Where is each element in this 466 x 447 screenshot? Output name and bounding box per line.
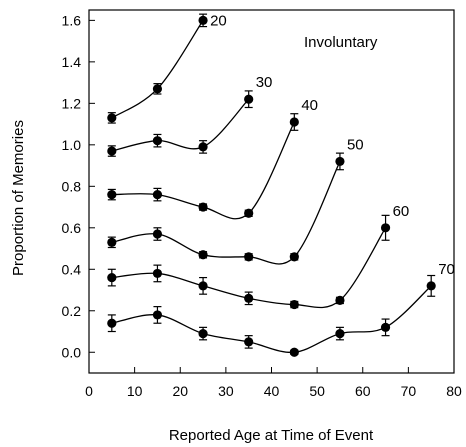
x-axis-ticks: 0 10 20 30 40 50 60 70 80 [85, 367, 462, 399]
x-tick-label: 20 [172, 383, 188, 399]
x-tick-label: 80 [446, 383, 462, 399]
series-label-30: 30 [256, 74, 273, 91]
data-point [107, 237, 117, 247]
data-point [244, 252, 254, 262]
data-point [152, 268, 163, 279]
series-line-50 [111, 161, 341, 265]
series-line-20 [111, 20, 204, 119]
y-tick-label: 0.2 [62, 303, 82, 319]
data-point [289, 252, 299, 262]
data-point [107, 190, 117, 200]
series-label-60: 60 [393, 203, 410, 220]
y-tick-label: 1.6 [62, 12, 82, 28]
y-tick-label: 1.4 [62, 54, 82, 70]
data-point [107, 272, 117, 283]
data-point [107, 113, 117, 123]
y-axis-label: Proportion of Memories [10, 120, 27, 276]
y-tick-label: 0.4 [62, 261, 82, 277]
x-tick-label: 0 [85, 383, 93, 399]
y-tick-label: 0.8 [62, 178, 82, 194]
data-point [152, 310, 163, 320]
data-point [107, 146, 117, 156]
series-error-bars [107, 13, 436, 355]
series-label-50: 50 [347, 136, 364, 153]
data-point [289, 299, 299, 310]
x-tick-label: 30 [218, 383, 234, 399]
data-point [152, 84, 163, 94]
x-tick-label: 40 [264, 383, 280, 399]
data-point [380, 322, 391, 332]
data-point [107, 318, 117, 328]
x-tick-label: 50 [309, 383, 325, 399]
data-point [335, 295, 345, 305]
y-tick-label: 0.0 [62, 344, 82, 360]
x-tick-label: 60 [355, 383, 371, 399]
series-line-30 [111, 98, 250, 152]
x-tick-label: 10 [127, 383, 143, 399]
data-point [198, 281, 208, 291]
data-point [426, 281, 436, 291]
data-point [152, 190, 163, 200]
data-point [289, 347, 299, 357]
data-point [244, 293, 254, 303]
data-point [198, 142, 208, 152]
x-axis-label: Reported Age at Time of Event [169, 427, 374, 444]
data-point [152, 229, 163, 239]
data-point [335, 328, 345, 339]
y-tick-label: 0.6 [62, 220, 82, 236]
plot-frame [88, 9, 455, 374]
data-point [244, 337, 254, 347]
series-labels: 20 30 40 50 60 70 [210, 12, 455, 278]
series-label-20: 20 [210, 12, 227, 29]
data-point [244, 208, 254, 218]
series-label-70: 70 [438, 261, 455, 278]
y-axis-ticks: 0.0 0.2 0.4 0.6 0.8 1.0 1.2 1.4 1.6 [62, 12, 95, 360]
data-point [198, 328, 208, 339]
series-label-40: 40 [301, 97, 318, 114]
data-point [198, 15, 208, 25]
data-point [198, 202, 208, 212]
data-point [335, 156, 345, 167]
x-tick-label: 70 [401, 383, 417, 399]
series-lines [111, 20, 432, 353]
y-tick-label: 1.0 [62, 137, 82, 153]
axes [88, 9, 455, 374]
data-point [198, 250, 208, 260]
y-tick-label: 1.2 [62, 95, 82, 111]
series-points [107, 15, 436, 357]
data-point [380, 223, 391, 233]
data-point [244, 94, 254, 104]
data-point [152, 136, 163, 146]
data-point [289, 117, 299, 127]
chart-annotation: Involuntary [304, 34, 378, 51]
